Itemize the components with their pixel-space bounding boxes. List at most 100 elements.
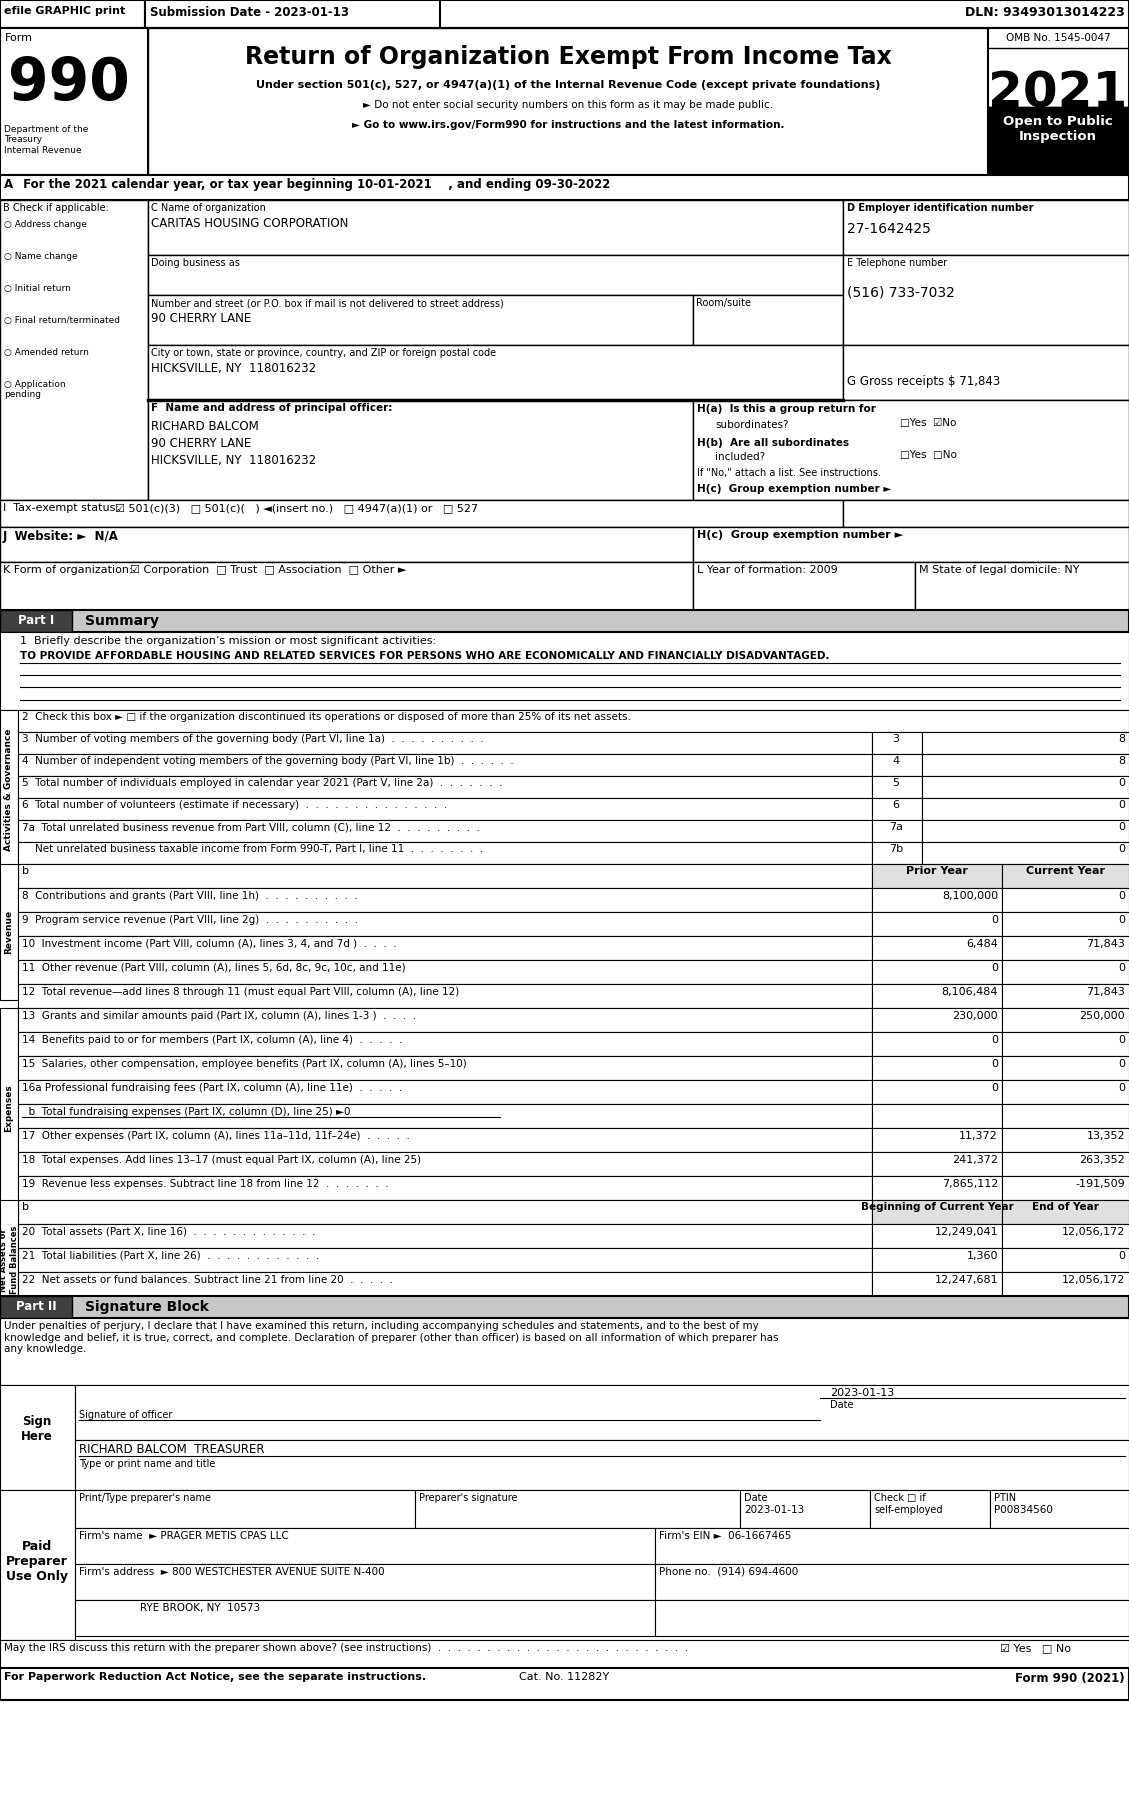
Text: PTIN: PTIN — [994, 1493, 1016, 1504]
Text: 13  Grants and similar amounts paid (Part IX, column (A), lines 1-3 )  .  .  .  : 13 Grants and similar amounts paid (Part… — [21, 1010, 417, 1021]
Bar — [922, 798, 1129, 820]
Text: Number and street (or P.O. box if mail is not delivered to street address): Number and street (or P.O. box if mail i… — [151, 297, 504, 308]
Text: b: b — [21, 865, 29, 876]
Bar — [1003, 1175, 1129, 1201]
Bar — [18, 842, 872, 863]
Text: b: b — [21, 1203, 29, 1212]
Text: 8,100,000: 8,100,000 — [942, 891, 998, 902]
Bar — [75, 1489, 415, 1527]
Bar — [1003, 889, 1129, 912]
Bar — [843, 200, 1129, 256]
Text: Submission Date - 2023-01-13: Submission Date - 2023-01-13 — [150, 5, 349, 18]
Bar — [18, 1056, 872, 1079]
Bar — [1003, 1079, 1129, 1105]
Text: 16a Professional fundraising fees (Part IX, column (A), line 11e)  .  .  .  .  .: 16a Professional fundraising fees (Part … — [21, 1083, 402, 1094]
Bar — [0, 709, 18, 871]
Bar — [0, 0, 145, 27]
Text: Doing business as: Doing business as — [151, 258, 239, 268]
Bar — [872, 912, 1003, 936]
Bar — [872, 798, 922, 820]
Bar — [922, 842, 1129, 863]
Text: 1  Briefly describe the organization’s mission or most significant activities:: 1 Briefly describe the organization’s mi… — [20, 637, 436, 646]
Text: Net Assets or
Fund Balances: Net Assets or Fund Balances — [0, 1226, 19, 1293]
Bar — [0, 1640, 1129, 1669]
Bar — [0, 528, 693, 562]
Text: Firm's EIN ►  06-1667465: Firm's EIN ► 06-1667465 — [659, 1531, 791, 1542]
Text: ► Go to www.irs.gov/Form990 for instructions and the latest information.: ► Go to www.irs.gov/Form990 for instruct… — [352, 120, 785, 131]
Bar — [0, 610, 1129, 631]
Text: ○ Name change: ○ Name change — [5, 252, 78, 261]
Bar — [872, 1032, 1003, 1056]
Text: 0: 0 — [1118, 800, 1124, 811]
Text: 8: 8 — [1118, 756, 1124, 766]
Text: C Name of organization: C Name of organization — [151, 203, 265, 212]
Bar — [0, 863, 18, 1000]
Bar — [872, 755, 922, 776]
Bar — [18, 798, 872, 820]
Text: ☑ 501(c)(3)   □ 501(c)(   ) ◄(insert no.)   □ 4947(a)(1) or   □ 527: ☑ 501(c)(3) □ 501(c)( ) ◄(insert no.) □ … — [115, 502, 478, 513]
Text: Open to Public
Inspection: Open to Public Inspection — [1004, 114, 1113, 143]
Bar — [0, 610, 72, 631]
Text: 1,360: 1,360 — [966, 1252, 998, 1261]
Text: ☑ Corporation  □ Trust  □ Association  □ Other ►: ☑ Corporation □ Trust □ Association □ Ot… — [130, 564, 406, 575]
Bar — [872, 960, 1003, 983]
Bar — [145, 0, 440, 27]
Text: 13,352: 13,352 — [1086, 1130, 1124, 1141]
Text: Under section 501(c), 527, or 4947(a)(1) of the Internal Revenue Code (except pr: Under section 501(c), 527, or 4947(a)(1)… — [256, 80, 881, 91]
Bar — [18, 820, 872, 842]
Text: 2  Check this box ► □ if the organization discontinued its operations or dispose: 2 Check this box ► □ if the organization… — [21, 713, 631, 722]
Text: 0: 0 — [1118, 844, 1124, 854]
Text: OMB No. 1545-0047: OMB No. 1545-0047 — [1006, 33, 1110, 44]
Bar — [1003, 1128, 1129, 1152]
Text: J  Website: ►  N/A: J Website: ► N/A — [3, 530, 119, 542]
Bar — [872, 1128, 1003, 1152]
Text: b  Total fundraising expenses (Part IX, column (D), line 25) ►0: b Total fundraising expenses (Part IX, c… — [21, 1107, 350, 1117]
Text: 71,843: 71,843 — [1086, 940, 1124, 949]
Text: Firm's address  ► 800 WESTCHESTER AVENUE SUITE N-400: Firm's address ► 800 WESTCHESTER AVENUE … — [79, 1567, 385, 1576]
Text: 7b: 7b — [889, 844, 903, 854]
Text: 12,249,041: 12,249,041 — [935, 1226, 998, 1237]
Bar — [1003, 1056, 1129, 1079]
Text: 0: 0 — [991, 914, 998, 925]
Text: Prior Year: Prior Year — [907, 865, 968, 876]
Bar — [0, 27, 148, 174]
Text: 0: 0 — [991, 1059, 998, 1068]
Text: 0: 0 — [1118, 914, 1124, 925]
Bar — [1003, 1201, 1129, 1224]
Bar — [415, 1489, 739, 1527]
Bar — [148, 27, 988, 174]
Text: 7a: 7a — [889, 822, 903, 833]
Bar — [843, 345, 1129, 401]
Bar — [75, 1386, 1129, 1440]
Bar — [18, 1128, 872, 1152]
Text: ○ Final return/terminated: ○ Final return/terminated — [5, 316, 120, 325]
Bar — [872, 776, 922, 798]
Bar — [18, 709, 1129, 733]
Text: Form 990 (2021): Form 990 (2021) — [1015, 1673, 1124, 1685]
Bar — [18, 863, 872, 889]
Text: B Check if applicable:: B Check if applicable: — [3, 203, 108, 212]
Bar — [0, 631, 1129, 709]
Text: Net unrelated business taxable income from Form 990-T, Part I, line 11  .  .  . : Net unrelated business taxable income fr… — [21, 844, 483, 854]
Text: Under penalties of perjury, I declare that I have examined this return, includin: Under penalties of perjury, I declare th… — [5, 1321, 779, 1355]
Text: TO PROVIDE AFFORDABLE HOUSING AND RELATED SERVICES FOR PERSONS WHO ARE ECONOMICA: TO PROVIDE AFFORDABLE HOUSING AND RELATE… — [20, 651, 830, 660]
Bar — [1003, 1224, 1129, 1248]
Text: A  For the 2021 calendar year, or tax year beginning 10-01-2021    , and ending : A For the 2021 calendar year, or tax yea… — [5, 178, 611, 190]
Text: ○ Amended return: ○ Amended return — [5, 348, 89, 357]
Bar — [843, 256, 1129, 345]
Bar — [18, 1152, 872, 1175]
Bar — [739, 1489, 870, 1527]
Text: 15  Salaries, other compensation, employee benefits (Part IX, column (A), lines : 15 Salaries, other compensation, employe… — [21, 1059, 466, 1068]
Bar — [0, 501, 843, 528]
Bar — [0, 1489, 75, 1640]
Text: 250,000: 250,000 — [1079, 1010, 1124, 1021]
Text: 0: 0 — [1118, 891, 1124, 902]
Text: Room/suite: Room/suite — [695, 297, 751, 308]
Bar — [872, 842, 922, 863]
Text: 230,000: 230,000 — [953, 1010, 998, 1021]
Text: Part II: Part II — [16, 1301, 56, 1313]
Bar — [1003, 983, 1129, 1009]
Bar — [0, 1295, 72, 1319]
Bar — [870, 1489, 990, 1527]
Text: H(b)  Are all subordinates: H(b) Are all subordinates — [697, 437, 849, 448]
